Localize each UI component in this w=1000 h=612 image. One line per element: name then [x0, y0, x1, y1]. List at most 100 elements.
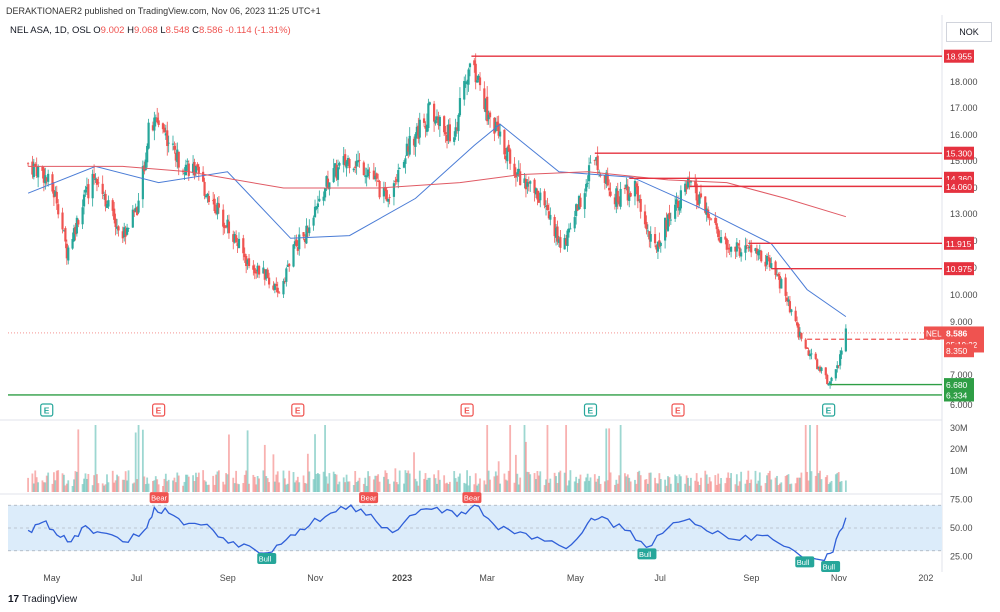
candle-body [255, 271, 258, 274]
volume-bar [576, 483, 579, 492]
candle-body [227, 221, 231, 234]
level-label-box [944, 49, 974, 63]
volume-bar [306, 453, 309, 492]
candle-body [394, 181, 397, 182]
candle-body [686, 178, 690, 188]
candle-body [247, 258, 251, 267]
candle-body [253, 268, 256, 274]
candle-body [104, 193, 107, 207]
candle-body [84, 189, 87, 193]
candle-body [595, 157, 598, 161]
legend-open-label: O [93, 25, 101, 36]
candle-body [820, 367, 823, 371]
legend-symbol[interactable]: NEL ASA, 1D, OSL [10, 25, 91, 36]
volume-bar [388, 483, 391, 492]
tradingview-brand[interactable]: 17 TradingView [8, 594, 77, 605]
candle-body [375, 173, 378, 179]
candle-body [606, 174, 609, 186]
candle-body [105, 204, 109, 208]
volume-bar [646, 483, 649, 492]
candle-body [844, 328, 847, 352]
volume-bar [517, 484, 520, 492]
volume-bar [694, 480, 697, 492]
volume-bar [342, 477, 345, 492]
price-axis-tick: 7.000 [950, 370, 973, 380]
candle-body [499, 131, 502, 137]
candle-body [174, 152, 177, 161]
candle-body [678, 206, 681, 211]
volume-bar [246, 430, 249, 492]
candle-body [214, 210, 218, 214]
candle-body [72, 228, 76, 242]
candle-body [334, 163, 337, 169]
volume-axis-tick: 10M [950, 466, 968, 476]
level-label-box [944, 146, 974, 160]
volume-bar [446, 482, 448, 492]
earnings-marker-label: E [156, 406, 162, 416]
candle-body [797, 323, 800, 338]
volume-bar [54, 480, 57, 492]
volume-bar [71, 485, 74, 492]
volume-bar [394, 468, 397, 492]
candle-body [114, 218, 117, 228]
currency-button[interactable]: NOK [946, 22, 992, 42]
candle-body [509, 149, 512, 164]
candle-body [609, 191, 612, 196]
volume-bar [182, 485, 184, 492]
candle-body [748, 246, 751, 248]
volume-bar [136, 479, 139, 492]
volume-bar [506, 480, 509, 492]
volume-bar [774, 477, 777, 492]
volume-bar [413, 452, 415, 492]
candle-body [804, 339, 807, 349]
volume-bar [605, 428, 608, 492]
volume-bar [365, 485, 368, 492]
candle-body [428, 102, 431, 105]
rsi-signal-label: Bull [823, 563, 836, 572]
volume-bar [96, 474, 98, 492]
candle-body [656, 241, 660, 252]
candle-body [643, 211, 647, 225]
volume-bar [47, 472, 50, 492]
volume-bar [717, 473, 720, 492]
candle-body [427, 103, 430, 129]
candle-body [536, 190, 539, 200]
volume-bar [242, 483, 245, 492]
volume-bar [589, 477, 592, 492]
candle-body [453, 137, 456, 142]
candle-body [302, 232, 305, 237]
legend-high: 9.068 [133, 25, 158, 36]
candle-body [754, 248, 757, 252]
candle-body [770, 263, 773, 269]
volume-bar [273, 481, 276, 492]
volume-bar [206, 484, 209, 492]
volume-bar [218, 470, 220, 492]
volume-bar [839, 481, 842, 492]
volume-bar [265, 476, 268, 492]
candle-body [675, 199, 678, 205]
volume-bar [81, 484, 84, 492]
candle-body [342, 156, 345, 165]
price-axis-tick: 15.000 [950, 156, 978, 166]
volume-bar [101, 483, 104, 492]
candle-body [191, 163, 195, 174]
level-label: 15.300 [946, 149, 972, 159]
candle-body [740, 252, 743, 257]
volume-bar [304, 482, 306, 492]
candle-body [146, 145, 149, 163]
symbol-tag: NEL [926, 329, 942, 338]
volume-bar [348, 481, 351, 492]
rsi-signal-box [359, 492, 379, 504]
candle-body [494, 121, 497, 132]
volume-bar [415, 481, 418, 492]
candle-body [633, 180, 637, 197]
candle-body [194, 165, 198, 173]
candle-body [193, 161, 196, 176]
rsi-axis-tick: 25.00 [950, 552, 973, 562]
volume-bar [308, 471, 311, 492]
volume-bar [645, 479, 648, 492]
rsi-axis-tick: 50.00 [950, 523, 973, 533]
candle-body [425, 124, 429, 132]
volume-bar [830, 480, 833, 492]
